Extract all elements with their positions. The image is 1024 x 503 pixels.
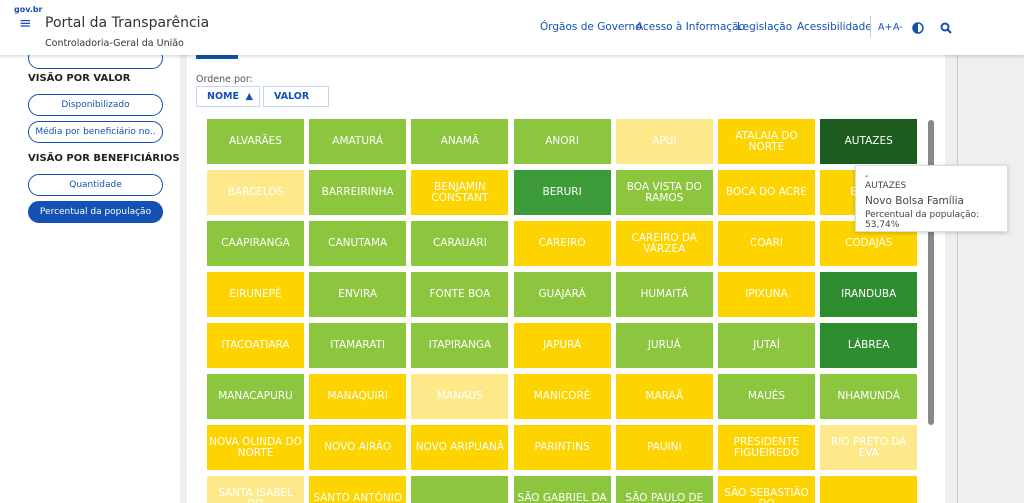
- municipality-tile[interactable]: MANAUS: [411, 374, 509, 419]
- municipality-tile[interactable]: CAREIRO DA VÁRZEA: [615, 221, 713, 266]
- nav-link[interactable]: Acesso à Informação: [636, 21, 746, 33]
- search-icon[interactable]: [940, 22, 952, 34]
- municipality-tile[interactable]: BARCELOS: [207, 170, 304, 215]
- municipality-tile[interactable]: SÃO SEBASTIÃO DO: [718, 476, 815, 503]
- municipality-tile[interactable]: NOVO ARIPUANÃ: [411, 425, 509, 470]
- municipality-tile[interactable]: PARINTINS: [513, 425, 611, 470]
- municipality-tile[interactable]: PRESIDENTE FIGUEIREDO: [718, 425, 815, 470]
- municipality-tile[interactable]: CANUTAMA: [309, 221, 407, 266]
- tab-indicator: [196, 55, 238, 59]
- tooltip-dash: -: [865, 171, 869, 182]
- scrollbar[interactable]: [928, 120, 934, 425]
- municipality-tile[interactable]: BOA VISTA DO RAMOS: [615, 170, 713, 215]
- municipality-tile[interactable]: NHAMUNDÁ: [820, 374, 918, 419]
- municipality-tile[interactable]: MANACAPURU: [207, 374, 304, 419]
- sort-option: NOME: [207, 91, 239, 102]
- municipality-tile[interactable]: GUAJARÁ: [513, 272, 611, 317]
- municipality-tile[interactable]: MANAQUIRI: [309, 374, 407, 419]
- municipality-tile[interactable]: ITACOATIARA: [207, 323, 304, 368]
- municipality-tile[interactable]: BENJAMIN CONSTANT: [411, 170, 509, 215]
- filter-button[interactable]: Média por beneficiário no..: [28, 121, 163, 143]
- municipality-tile[interactable]: MAUÉS: [718, 374, 815, 419]
- municipality-tile[interactable]: ALVARÃES: [207, 119, 304, 164]
- nav-link[interactable]: Legislação: [737, 21, 793, 33]
- section-title: VISÃO POR BENEFICIÁRIOS: [28, 153, 180, 164]
- municipality-tile[interactable]: JUTAÍ: [718, 323, 815, 368]
- municipality-tile[interactable]: CAREIRO: [513, 221, 611, 266]
- municipality-tile[interactable]: SANTA ISABEL DO: [207, 476, 304, 503]
- logo[interactable]: gov.br: [14, 5, 43, 14]
- site-subtitle: Controladoria-Geral da União: [45, 38, 184, 49]
- nav-link[interactable]: Acessibilidade: [797, 21, 872, 33]
- font-increase[interactable]: A+: [878, 22, 893, 33]
- municipality-tile[interactable]: BOCA DO ACRE: [718, 170, 815, 215]
- sort-label: Ordene por:: [196, 74, 253, 85]
- sort-button[interactable]: VALOR: [263, 86, 329, 107]
- municipality-tile[interactable]: AMATURÁ: [309, 119, 407, 164]
- municipality-tile[interactable]: JAPURÁ: [513, 323, 611, 368]
- municipality-tile[interactable]: FONTE BOA: [411, 272, 509, 317]
- municipality-tile[interactable]: CARAUARI: [411, 221, 509, 266]
- divider: [957, 55, 958, 503]
- municipality-tile[interactable]: ITAPIRANGA: [411, 323, 509, 368]
- sort-button[interactable]: NOME ▲: [196, 86, 260, 107]
- municipality-tile[interactable]: BERURI: [513, 170, 611, 215]
- municipality-tile[interactable]: ANORI: [513, 119, 611, 164]
- menu-icon[interactable]: ≡: [19, 14, 32, 32]
- municipality-tile[interactable]: APUÍ: [615, 119, 713, 164]
- divider: [870, 16, 871, 38]
- filter-button[interactable]: Quantidade: [28, 174, 163, 196]
- section-title: VISÃO POR VALOR: [28, 73, 131, 84]
- filter-button[interactable]: Disponibilizado: [28, 94, 163, 116]
- tooltip-metric: Percentual da população: 53,74%: [865, 210, 980, 230]
- municipality-tile[interactable]: IPIXUNA: [718, 272, 815, 317]
- sidebar: VISÃO POR VALOR Disponibilizado Média po…: [0, 47, 180, 503]
- municipality-tile[interactable]: EIRUNEPÉ: [207, 272, 304, 317]
- municipality-tile[interactable]: PAUINI: [615, 425, 713, 470]
- municipality-tile[interactable]: IRANDUBA: [820, 272, 918, 317]
- municipality-tile[interactable]: [820, 476, 918, 503]
- municipality-tile[interactable]: SÃO GABRIEL DA: [513, 476, 611, 503]
- municipality-tile[interactable]: ATALAIA DO NORTE: [718, 119, 815, 164]
- municipality-tile[interactable]: NOVO AIRÃO: [309, 425, 407, 470]
- municipality-tile[interactable]: BARREIRINHA: [309, 170, 407, 215]
- municipality-tile[interactable]: [411, 476, 509, 503]
- tile-grid: ALVARÃES AMATURÁ ANAMÃ ANORI APUÍ ATALAIA DO …: [207, 119, 922, 503]
- municipality-tile[interactable]: NOVA OLINDA DO NORTE: [207, 425, 304, 470]
- municipality-tile[interactable]: CAAPIRANGA: [207, 221, 304, 266]
- municipality-tile[interactable]: LÁBREA: [820, 323, 918, 368]
- font-decrease[interactable]: A-: [893, 22, 903, 33]
- municipality-tile[interactable]: JURUÁ: [615, 323, 713, 368]
- municipality-tile[interactable]: RIO PRETO DA EVA: [820, 425, 918, 470]
- municipality-tile[interactable]: AUTAZES: [820, 119, 918, 164]
- nav-link[interactable]: Órgãos de Governo: [540, 21, 642, 33]
- municipality-tile[interactable]: ITAMARATI: [309, 323, 407, 368]
- municipality-tile[interactable]: COARI: [718, 221, 815, 266]
- tooltip: - AUTAZES Novo Bolsa Família Percentual …: [855, 165, 1008, 232]
- tooltip-name: AUTAZES: [865, 181, 907, 191]
- municipality-tile[interactable]: SÃO PAULO DE: [615, 476, 713, 503]
- filter-button[interactable]: Percentual da população: [28, 201, 163, 223]
- sort-option: VALOR: [274, 91, 310, 102]
- contrast-icon[interactable]: [912, 22, 924, 34]
- municipality-tile[interactable]: ENVIRA: [309, 272, 407, 317]
- municipality-tile[interactable]: SANTO ANTÔNIO: [309, 476, 407, 503]
- municipality-tile[interactable]: MARAÃ: [615, 374, 713, 419]
- municipality-tile[interactable]: ANAMÃ: [411, 119, 509, 164]
- municipality-tile[interactable]: HUMAITÁ: [615, 272, 713, 317]
- municipality-tile[interactable]: MANICORÉ: [513, 374, 611, 419]
- site-title[interactable]: Portal da Transparência: [45, 15, 210, 31]
- tooltip-program: Novo Bolsa Família: [865, 195, 964, 207]
- header: gov.br ≡ Portal da Transparência Control…: [0, 0, 1024, 55]
